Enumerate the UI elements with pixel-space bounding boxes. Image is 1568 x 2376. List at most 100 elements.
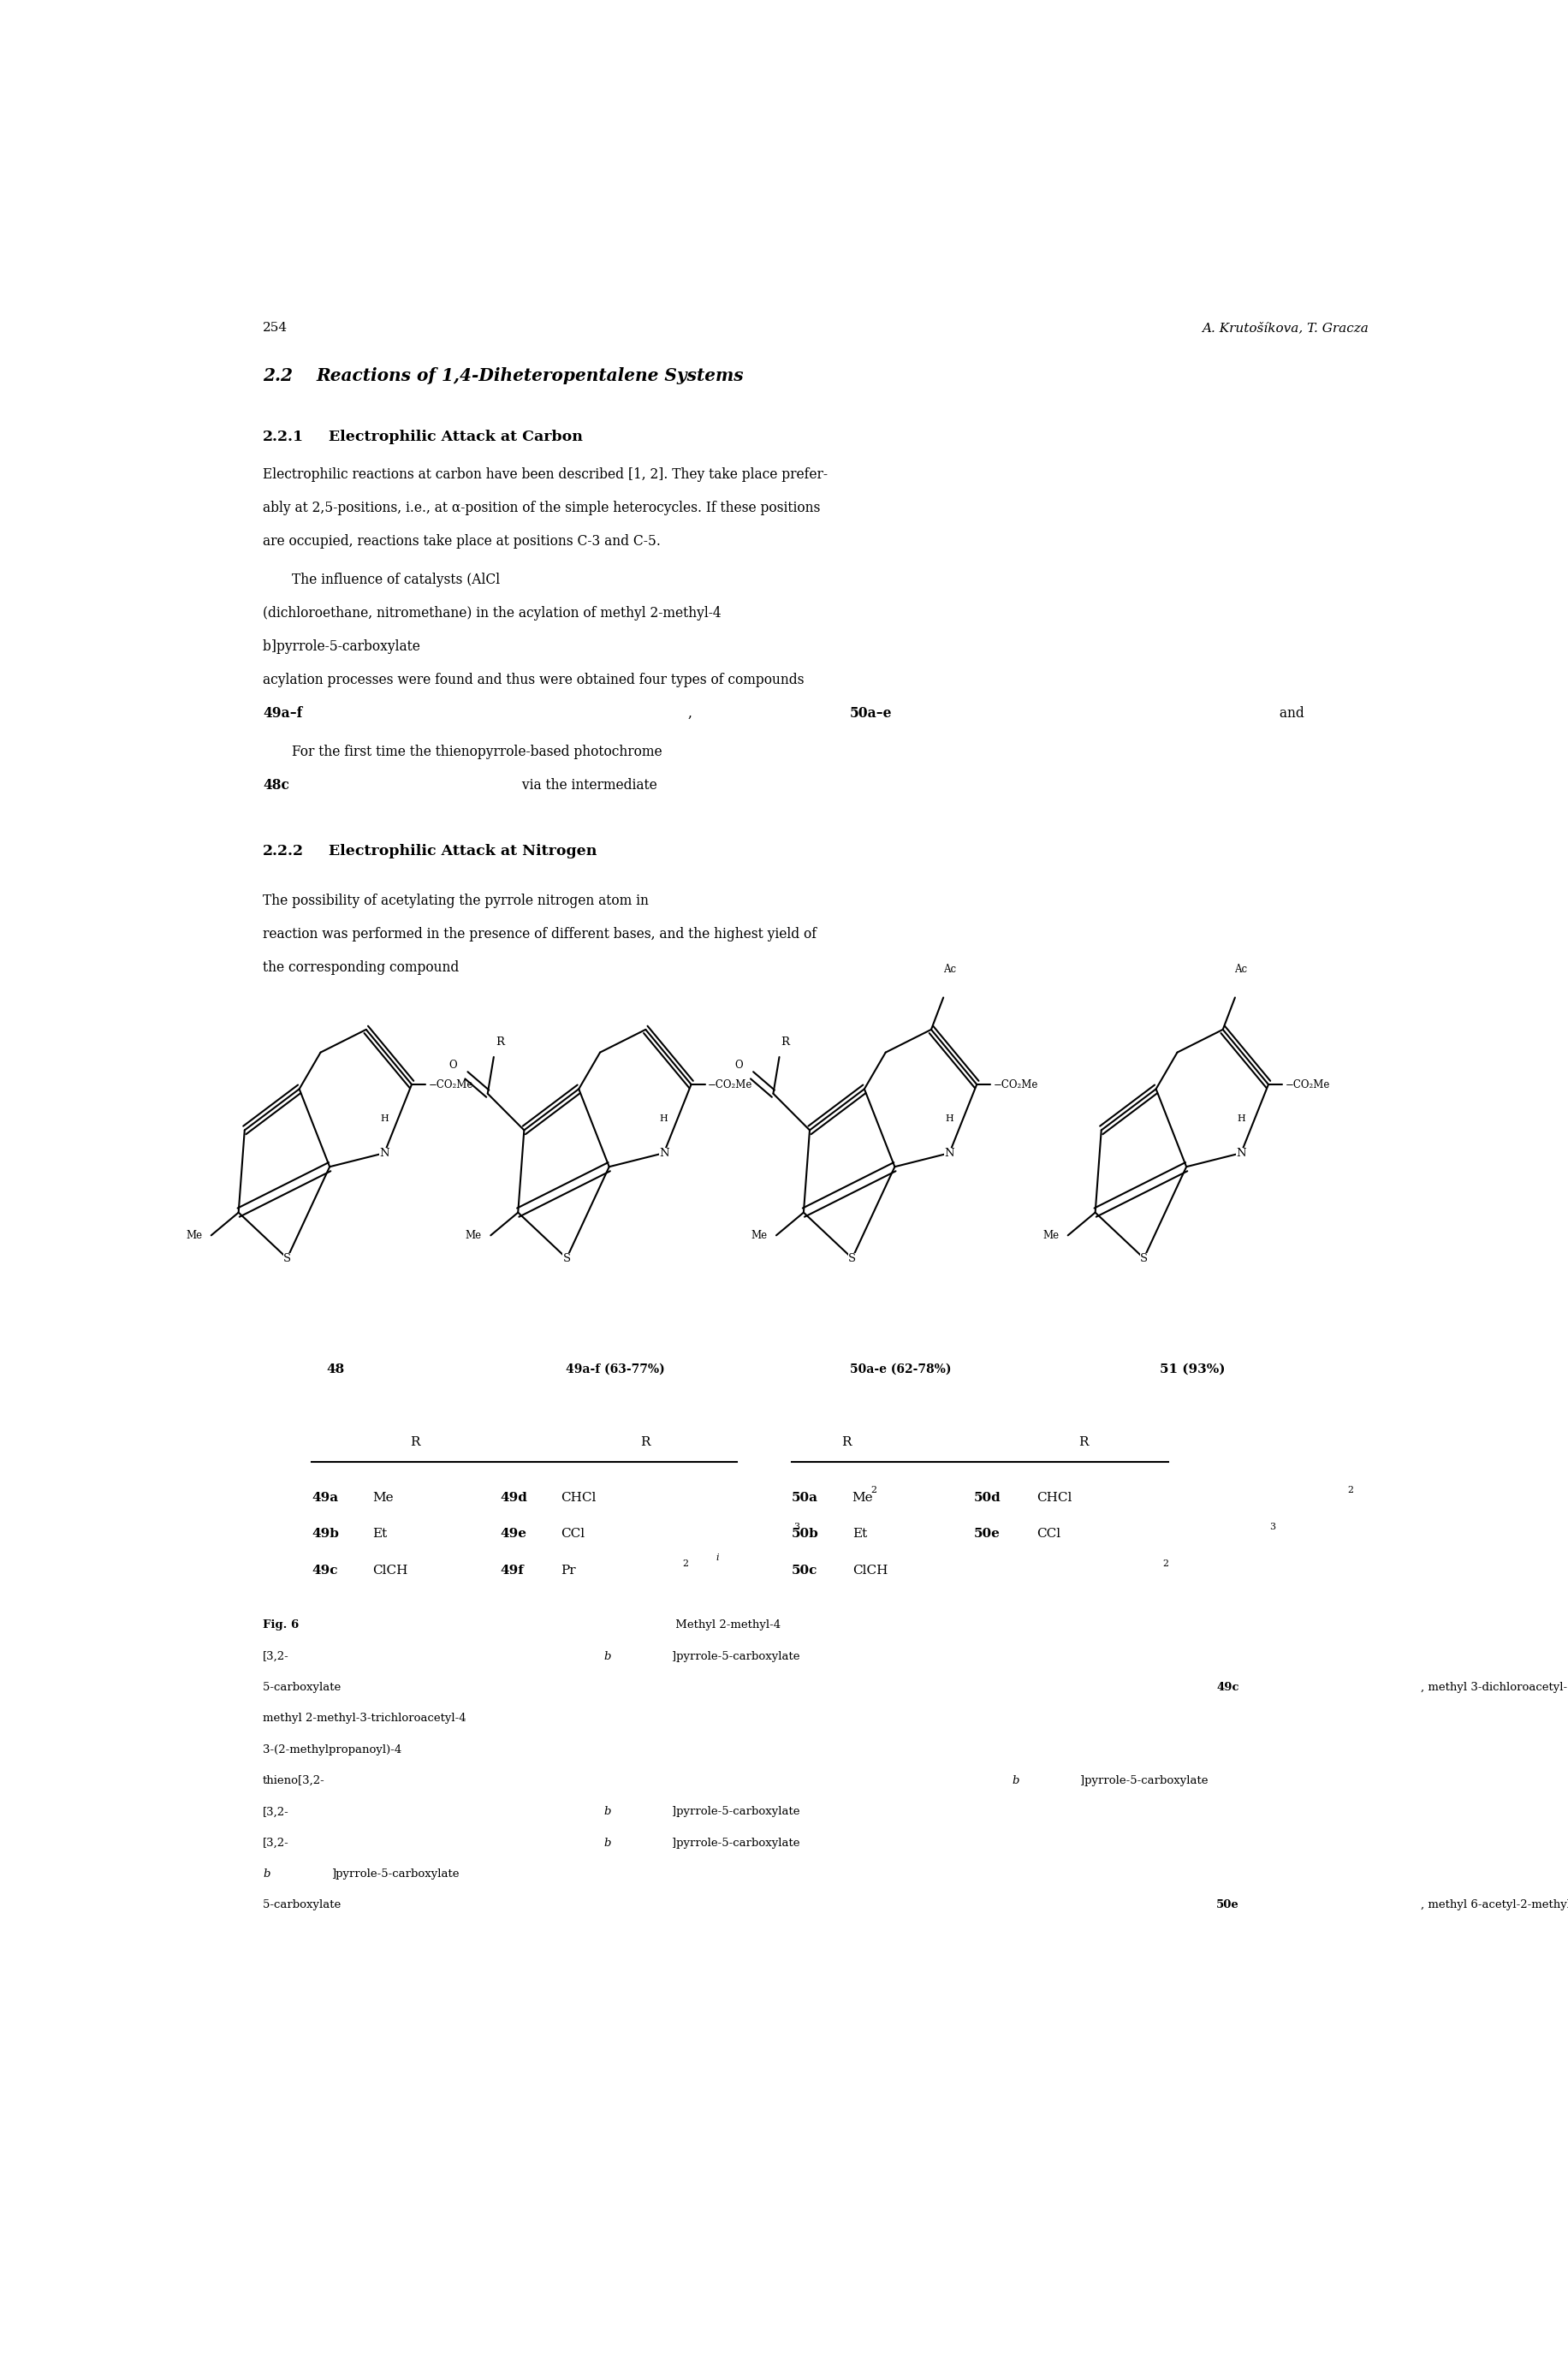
Text: Me: Me	[466, 1231, 481, 1240]
Text: S: S	[1140, 1252, 1148, 1264]
Text: 49d: 49d	[500, 1492, 527, 1504]
Text: 3: 3	[793, 1523, 800, 1530]
Text: Me: Me	[185, 1231, 202, 1240]
Text: 3: 3	[1270, 1523, 1276, 1530]
Text: acylation processes were found and thus were obtained four types of compounds: acylation processes were found and thus …	[263, 672, 804, 687]
Text: −CO₂Me: −CO₂Me	[994, 1079, 1038, 1091]
Text: S: S	[848, 1252, 856, 1264]
Text: R: R	[1079, 1437, 1088, 1449]
Text: 49f: 49f	[500, 1566, 524, 1578]
Text: A. Krutošíkova, T. Gracza: A. Krutošíkova, T. Gracza	[1203, 321, 1369, 333]
Text: 2: 2	[1347, 1485, 1353, 1495]
Text: ]pyrrole-5-carboxylate: ]pyrrole-5-carboxylate	[671, 1806, 808, 1818]
Text: 49e: 49e	[500, 1528, 527, 1540]
Text: N: N	[1236, 1148, 1247, 1159]
Text: Me: Me	[853, 1492, 873, 1504]
Text: 50a-e (62-78%): 50a-e (62-78%)	[850, 1364, 952, 1376]
Text: b: b	[263, 1868, 270, 1879]
Text: S: S	[284, 1252, 292, 1264]
Text: Ac: Ac	[1234, 965, 1248, 974]
Text: ]pyrrole-5-carboxylate: ]pyrrole-5-carboxylate	[671, 1837, 803, 1849]
Text: R: R	[840, 1437, 851, 1449]
Text: Ac: Ac	[942, 965, 956, 974]
Text: CHCl: CHCl	[561, 1492, 596, 1504]
Text: H: H	[946, 1114, 953, 1124]
Text: Electrophilic Attack at Nitrogen: Electrophilic Attack at Nitrogen	[328, 843, 597, 858]
Text: 49c: 49c	[312, 1566, 337, 1578]
Text: N: N	[944, 1148, 955, 1159]
Text: CCl: CCl	[561, 1528, 585, 1540]
Text: are occupied, reactions take place at positions C-3 and C-5.: are occupied, reactions take place at po…	[263, 535, 660, 549]
Text: R: R	[495, 1036, 503, 1048]
Text: 50e: 50e	[974, 1528, 1000, 1540]
Text: , methyl 3-dichloroacetyl-2-methyl-4: , methyl 3-dichloroacetyl-2-methyl-4	[1421, 1682, 1568, 1694]
Text: Et: Et	[853, 1528, 867, 1540]
Text: Reactions of 1,4-Diheteropentalene Systems: Reactions of 1,4-Diheteropentalene Syste…	[317, 368, 743, 385]
Text: 50d: 50d	[974, 1492, 1000, 1504]
Text: ClCH: ClCH	[853, 1566, 887, 1578]
Text: 2: 2	[1162, 1559, 1168, 1568]
Text: −CO₂Me: −CO₂Me	[707, 1079, 753, 1091]
Text: reaction was performed in the presence of different bases, and the highest yield: reaction was performed in the presence o…	[263, 927, 817, 941]
Text: [3,2-: [3,2-	[263, 1806, 289, 1818]
Text: 49b: 49b	[312, 1528, 339, 1540]
Text: via the intermediate: via the intermediate	[517, 777, 662, 791]
Text: ,: ,	[688, 706, 696, 720]
Text: O: O	[448, 1060, 458, 1072]
Text: 3-(2-methylpropanoyl)-4: 3-(2-methylpropanoyl)-4	[263, 1744, 401, 1756]
Text: 48c: 48c	[263, 777, 289, 791]
Text: The influence of catalysts (AlCl: The influence of catalysts (AlCl	[292, 573, 500, 587]
Text: b]pyrrole-5-carboxylate: b]pyrrole-5-carboxylate	[263, 639, 425, 653]
Text: 5-carboxylate: 5-carboxylate	[263, 1682, 345, 1694]
Text: Electrophilic reactions at carbon have been described [1, 2]. They take place pr: Electrophilic reactions at carbon have b…	[263, 468, 828, 482]
Text: Methyl 2-methyl-4: Methyl 2-methyl-4	[671, 1620, 781, 1630]
Text: 50b: 50b	[792, 1528, 818, 1540]
Text: the corresponding compound: the corresponding compound	[263, 960, 463, 974]
Text: 2: 2	[682, 1559, 688, 1568]
Text: ]pyrrole-5-carboxylate: ]pyrrole-5-carboxylate	[331, 1868, 459, 1879]
Text: 50c: 50c	[792, 1566, 817, 1578]
Text: b: b	[604, 1806, 610, 1818]
Text: N: N	[659, 1148, 670, 1159]
Text: R: R	[781, 1036, 790, 1048]
Text: 254: 254	[263, 321, 289, 333]
Text: ]pyrrole-5-carboxylate: ]pyrrole-5-carboxylate	[671, 1651, 803, 1661]
Text: and: and	[1275, 706, 1308, 720]
Text: i: i	[715, 1554, 718, 1563]
Text: (dichloroethane, nitromethane) in the acylation of methyl 2-methyl-4: (dichloroethane, nitromethane) in the ac…	[263, 606, 721, 620]
Text: CCl: CCl	[1036, 1528, 1062, 1540]
Text: , methyl 6-acetyl-2-methyl-4: , methyl 6-acetyl-2-methyl-4	[1421, 1898, 1568, 1910]
Text: 2.2: 2.2	[263, 368, 293, 385]
Text: b: b	[604, 1651, 610, 1661]
Text: 49a: 49a	[312, 1492, 339, 1504]
Text: [3,2-: [3,2-	[263, 1651, 289, 1661]
Text: 2: 2	[870, 1485, 877, 1495]
Text: b: b	[604, 1837, 610, 1849]
Text: Et: Et	[372, 1528, 387, 1540]
Text: 50a–e: 50a–e	[850, 706, 892, 720]
Text: Electrophilic Attack at Carbon: Electrophilic Attack at Carbon	[328, 430, 583, 444]
Text: 2.2.2: 2.2.2	[263, 843, 304, 858]
Text: Me: Me	[751, 1231, 767, 1240]
Text: S: S	[563, 1252, 571, 1264]
Text: 2.2.1: 2.2.1	[263, 430, 304, 444]
Text: 49a-f (63-77%): 49a-f (63-77%)	[566, 1364, 665, 1376]
Text: O: O	[734, 1060, 743, 1072]
Text: −CO₂Me: −CO₂Me	[428, 1079, 474, 1091]
Text: H: H	[1237, 1114, 1245, 1124]
Text: CHCl: CHCl	[1036, 1492, 1073, 1504]
Text: R: R	[409, 1437, 420, 1449]
Text: R: R	[641, 1437, 651, 1449]
Text: 5-carboxylate: 5-carboxylate	[263, 1898, 345, 1910]
Text: 49c: 49c	[1217, 1682, 1239, 1694]
Text: 48: 48	[326, 1364, 345, 1376]
Text: H: H	[660, 1114, 668, 1124]
Text: 51 (93%): 51 (93%)	[1160, 1364, 1225, 1376]
Text: Me: Me	[372, 1492, 394, 1504]
Text: Fig. 6: Fig. 6	[263, 1620, 299, 1630]
Text: −CO₂Me: −CO₂Me	[1286, 1079, 1330, 1091]
Text: N: N	[379, 1148, 389, 1159]
Text: For the first time the thienopyrrole-based photochrome: For the first time the thienopyrrole-bas…	[292, 744, 666, 758]
Text: ably at 2,5-positions, i.e., at α-position of the simple heterocycles. If these : ably at 2,5-positions, i.e., at α-positi…	[263, 501, 820, 516]
Text: The possibility of acetylating the pyrrole nitrogen atom in: The possibility of acetylating the pyrro…	[263, 893, 652, 908]
